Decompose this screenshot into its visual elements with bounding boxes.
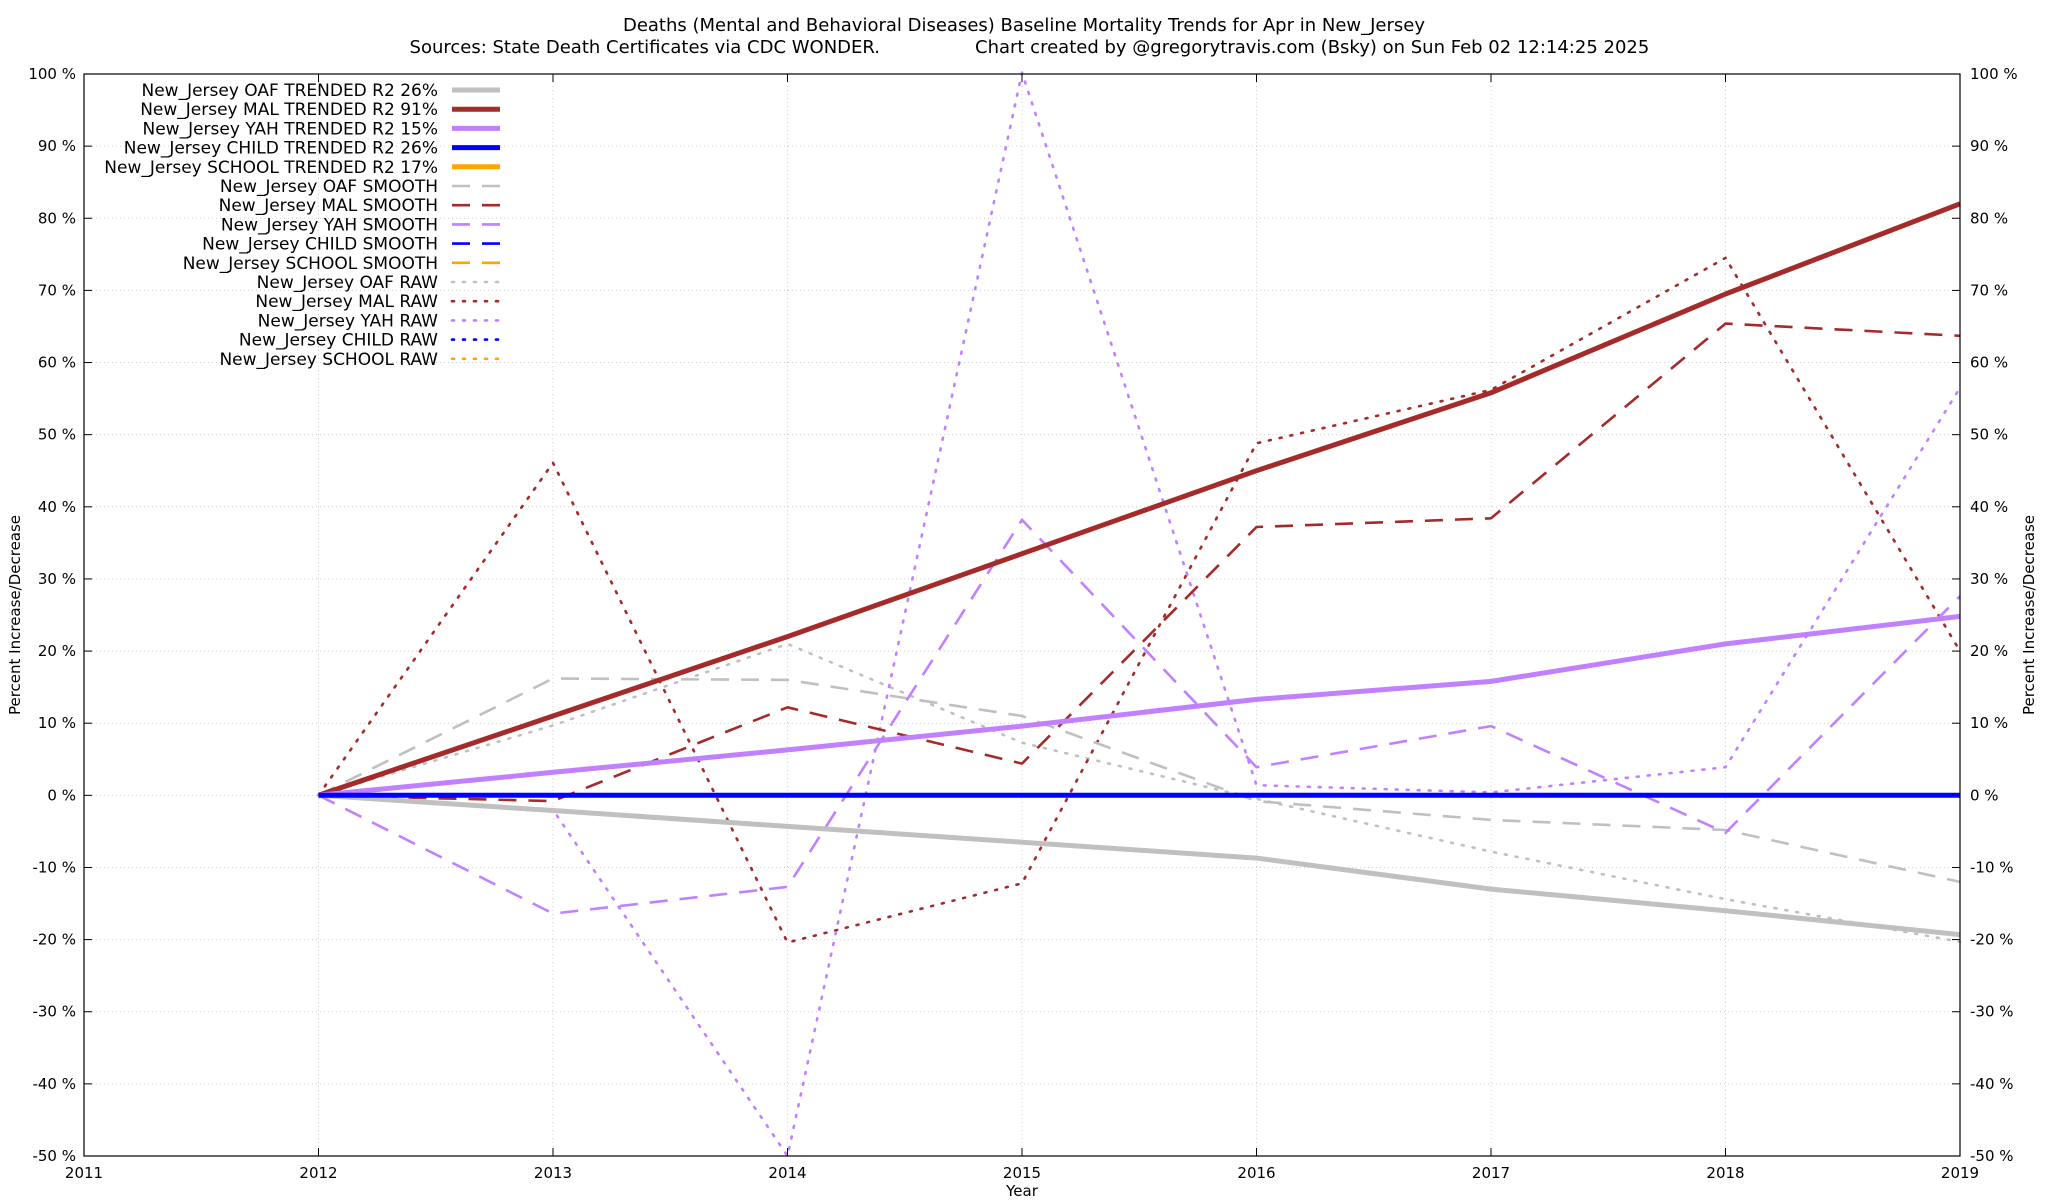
- series-line-2: [318, 613, 1961, 798]
- y-tick-label-left: 70 %: [38, 281, 76, 299]
- x-tick-label: 2015: [1003, 1164, 1041, 1182]
- y-tick-label-left: -10 %: [32, 858, 76, 876]
- y-tick-label-left: 100 %: [28, 65, 76, 83]
- y-tick-label-right: 10 %: [1970, 714, 2008, 732]
- legend-label: New_Jersey MAL RAW: [255, 292, 438, 312]
- y-tick-label-left: 50 %: [38, 426, 76, 444]
- legend: New_Jersey OAF TRENDED R2 26%New_Jersey …: [104, 81, 502, 370]
- y-tick-label-left: 90 %: [38, 137, 76, 155]
- legend-label: New_Jersey OAF SMOOTH: [220, 177, 438, 197]
- y-axis-left-ticks: -50 % -40 % -30 % -20 % -10 % 0 % 10 % 20 % 30 %…: [28, 65, 92, 1165]
- legend-label: New_Jersey CHILD SMOOTH: [202, 235, 438, 255]
- y-tick-label-left: 80 %: [38, 209, 76, 227]
- x-tick-label: 2016: [1237, 1164, 1275, 1182]
- y-tick-label-right: 70 %: [1970, 281, 2008, 299]
- legend-label: New_Jersey SCHOOL RAW: [219, 350, 438, 370]
- series-line-6: [318, 322, 1961, 803]
- chart-subtitle-sources: Sources: State Death Certificates via CD…: [410, 37, 880, 58]
- y-tick-label-left: -40 %: [32, 1075, 76, 1093]
- y-tick-label-right: 60 %: [1970, 354, 2008, 372]
- legend-label: New_Jersey YAH RAW: [258, 311, 439, 331]
- y-tick-label-right: -10 %: [1970, 858, 2014, 876]
- legend-label: New_Jersey MAL TRENDED R2 91%: [140, 100, 438, 120]
- x-tick-label: 2018: [1706, 1164, 1744, 1182]
- x-tick-label: 2017: [1472, 1164, 1510, 1182]
- y-tick-label-right: -50 %: [1970, 1147, 2014, 1165]
- x-axis-label: Year: [1005, 1182, 1039, 1200]
- chart-subtitle-credit: Chart created by @gregorytravis.com (Bsk…: [975, 37, 1649, 58]
- x-tick-label: 2019: [1941, 1164, 1979, 1182]
- legend-label: New_Jersey OAF TRENDED R2 26%: [141, 81, 438, 101]
- y-tick-label-right: -30 %: [1970, 1003, 2014, 1021]
- y-tick-label-left: 60 %: [38, 354, 76, 372]
- y-tick-label-right: -40 %: [1970, 1075, 2014, 1093]
- series-line-11: [317, 256, 1962, 944]
- legend-label: New_Jersey CHILD RAW: [239, 331, 438, 351]
- y-tick-label-left: 0 %: [47, 786, 76, 804]
- x-axis-ticks: 2011 2012 2013 2014 2015 2016 2017 2018 2019: [65, 74, 1979, 1182]
- y-tick-label-left: -30 %: [32, 1003, 76, 1021]
- y-tick-label-right: 50 %: [1970, 426, 2008, 444]
- x-tick-label: 2012: [299, 1164, 337, 1182]
- legend-label: New_Jersey YAH SMOOTH: [221, 215, 438, 235]
- x-tick-label: 2014: [768, 1164, 806, 1182]
- legend-label: New_Jersey SCHOOL SMOOTH: [183, 254, 438, 274]
- series-lines: [317, 71, 1962, 1158]
- y-tick-label-right: 20 %: [1970, 642, 2008, 660]
- legend-label: New_Jersey CHILD TRENDED R2 26%: [124, 139, 438, 159]
- series-line-0: [318, 792, 1961, 938]
- y-tick-label-right: 100 %: [1970, 65, 2018, 83]
- y-axis-label-right: Percent Increase/Decrease: [2020, 515, 2038, 715]
- y-tick-label-left: 40 %: [38, 498, 76, 516]
- x-tick-label: 2013: [534, 1164, 572, 1182]
- legend-label: New_Jersey OAF RAW: [257, 273, 439, 293]
- series-line-1: [317, 201, 1961, 798]
- y-tick-label-right: 40 %: [1970, 498, 2008, 516]
- legend-label: New_Jersey SCHOOL TRENDED R2 17%: [104, 158, 438, 178]
- y-tick-label-right: 0 %: [1970, 786, 1999, 804]
- chart-title: Deaths (Mental and Behavioral Diseases) …: [623, 15, 1425, 36]
- y-tick-label-right: 80 %: [1970, 209, 2008, 227]
- series-line-10: [317, 642, 1962, 944]
- y-tick-label-right: 30 %: [1970, 570, 2008, 588]
- y-tick-label-left: 30 %: [38, 570, 76, 588]
- series-line-12: [317, 71, 1962, 1158]
- series-line-5: [317, 677, 1961, 884]
- y-tick-label-right: 90 %: [1970, 137, 2008, 155]
- y-tick-label-left: 10 %: [38, 714, 76, 732]
- y-axis-label-left: Percent Increase/Decrease: [6, 515, 24, 715]
- y-tick-label-left: -50 %: [32, 1147, 76, 1165]
- y-tick-label-right: -20 %: [1970, 931, 2014, 949]
- y-axis-right-ticks: -50 % -40 % -30 % -20 % -10 % 0 % 10 % 20 % 30 %…: [1952, 65, 2018, 1165]
- legend-label: New_Jersey MAL SMOOTH: [219, 196, 438, 216]
- x-tick-label: 2011: [65, 1164, 103, 1182]
- legend-label: New_Jersey YAH TRENDED R2 15%: [143, 119, 439, 139]
- y-tick-label-left: 20 %: [38, 642, 76, 660]
- y-tick-label-left: -20 %: [32, 931, 76, 949]
- series-line-7: [317, 518, 1961, 915]
